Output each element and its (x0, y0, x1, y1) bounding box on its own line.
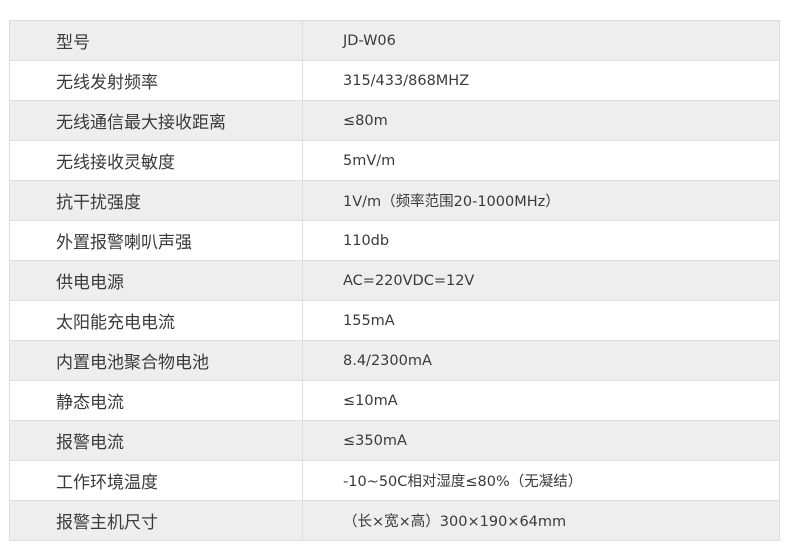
spec-value: 315/433/868MHZ (302, 60, 780, 101)
spec-value: ≤80m (302, 100, 780, 141)
spec-value: -10~50C相对湿度≤80%（无凝结） (302, 460, 780, 501)
spec-label: 无线接收灵敏度 (9, 140, 303, 181)
spec-label: 外置报警喇叭声强 (9, 220, 303, 261)
spec-row: 无线接收灵敏度 5mV/m (9, 140, 780, 181)
spec-row: 静态电流 ≤10mA (9, 380, 780, 421)
spec-row: 内置电池聚合物电池 8.4/2300mA (9, 340, 780, 381)
spec-label: 无线发射频率 (9, 60, 303, 101)
spec-label: 无线通信最大接收距离 (9, 100, 303, 141)
spec-label: 静态电流 (9, 380, 303, 421)
spec-value: 155mA (302, 300, 780, 341)
spec-label: 型号 (9, 20, 303, 61)
spec-row: 抗干扰强度 1V/m（频率范围20-1000MHz） (9, 180, 780, 221)
spec-value: 1V/m（频率范围20-1000MHz） (302, 180, 780, 221)
spec-value: JD-W06 (302, 20, 780, 61)
spec-value: ≤10mA (302, 380, 780, 421)
spec-row: 无线通信最大接收距离 ≤80m (9, 100, 780, 141)
spec-table: 型号 JD-W06 无线发射频率 315/433/868MHZ 无线通信最大接收距离 ≤8… (9, 20, 780, 541)
spec-label: 报警主机尺寸 (9, 500, 303, 541)
spec-label: 太阳能充电电流 (9, 300, 303, 341)
spec-label: 报警电流 (9, 420, 303, 461)
spec-row: 报警电流 ≤350mA (9, 420, 780, 461)
spec-row: 外置报警喇叭声强 110db (9, 220, 780, 261)
spec-value: 5mV/m (302, 140, 780, 181)
spec-row: 型号 JD-W06 (9, 20, 780, 61)
spec-value: ≤350mA (302, 420, 780, 461)
spec-row: 无线发射频率 315/433/868MHZ (9, 60, 780, 101)
spec-label: 工作环境温度 (9, 460, 303, 501)
spec-label: 抗干扰强度 (9, 180, 303, 221)
spec-row: 供电电源 AC=220VDC=12V (9, 260, 780, 301)
spec-row: 报警主机尺寸 （长×宽×高）300×190×64mm (9, 500, 780, 541)
spec-value: 8.4/2300mA (302, 340, 780, 381)
spec-label: 内置电池聚合物电池 (9, 340, 303, 381)
spec-row: 工作环境温度 -10~50C相对湿度≤80%（无凝结） (9, 460, 780, 501)
spec-value: 110db (302, 220, 780, 261)
spec-label: 供电电源 (9, 260, 303, 301)
spec-value: （长×宽×高）300×190×64mm (302, 500, 780, 541)
spec-row: 太阳能充电电流 155mA (9, 300, 780, 341)
spec-value: AC=220VDC=12V (302, 260, 780, 301)
